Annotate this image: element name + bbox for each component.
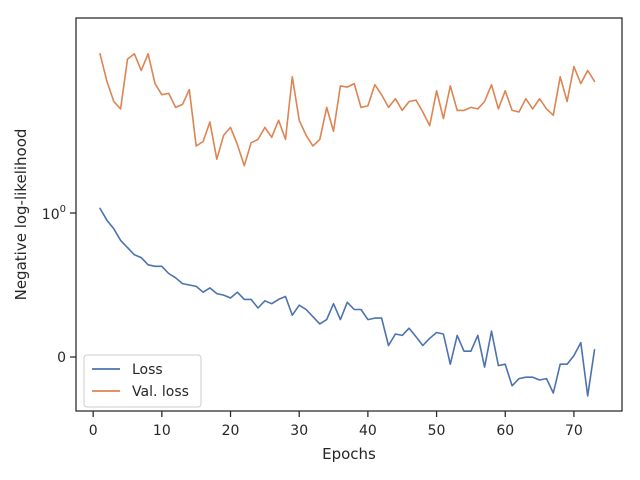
axes-frame	[75, 17, 623, 412]
y-tick-label-1: 100	[42, 204, 66, 223]
series-line-val-loss	[99, 52, 596, 167]
x-tick-label: 10	[153, 423, 171, 439]
x-tick-label: 0	[89, 423, 98, 439]
plot-frame	[75, 17, 623, 412]
series-layer	[99, 52, 596, 397]
series-line-loss	[99, 207, 596, 397]
x-tick-label: 60	[496, 423, 514, 439]
x-tick-label: 50	[428, 423, 446, 439]
x-tick-label: 20	[222, 423, 240, 439]
legend-box	[83, 354, 202, 408]
y-tick-label-0: 0	[57, 350, 66, 366]
legend: Loss Val. loss	[83, 354, 202, 408]
x-axis-label: Epochs	[322, 445, 376, 463]
y-axis-ticks: 0 100	[42, 204, 76, 366]
x-tick-label: 30	[290, 423, 308, 439]
y-tick-label-1-base: 10	[42, 207, 60, 223]
x-tick-label: 70	[565, 423, 583, 439]
y-axis-label: Negative log-likelihood	[12, 129, 30, 301]
y-tick-label-1-exponent: 0	[60, 204, 66, 215]
x-axis-ticks: 0 10 20 30 40 50 60 70	[89, 411, 583, 439]
legend-label-loss: Loss	[132, 362, 163, 378]
legend-label-val-loss: Val. loss	[132, 384, 189, 400]
x-tick-label: 40	[359, 423, 377, 439]
